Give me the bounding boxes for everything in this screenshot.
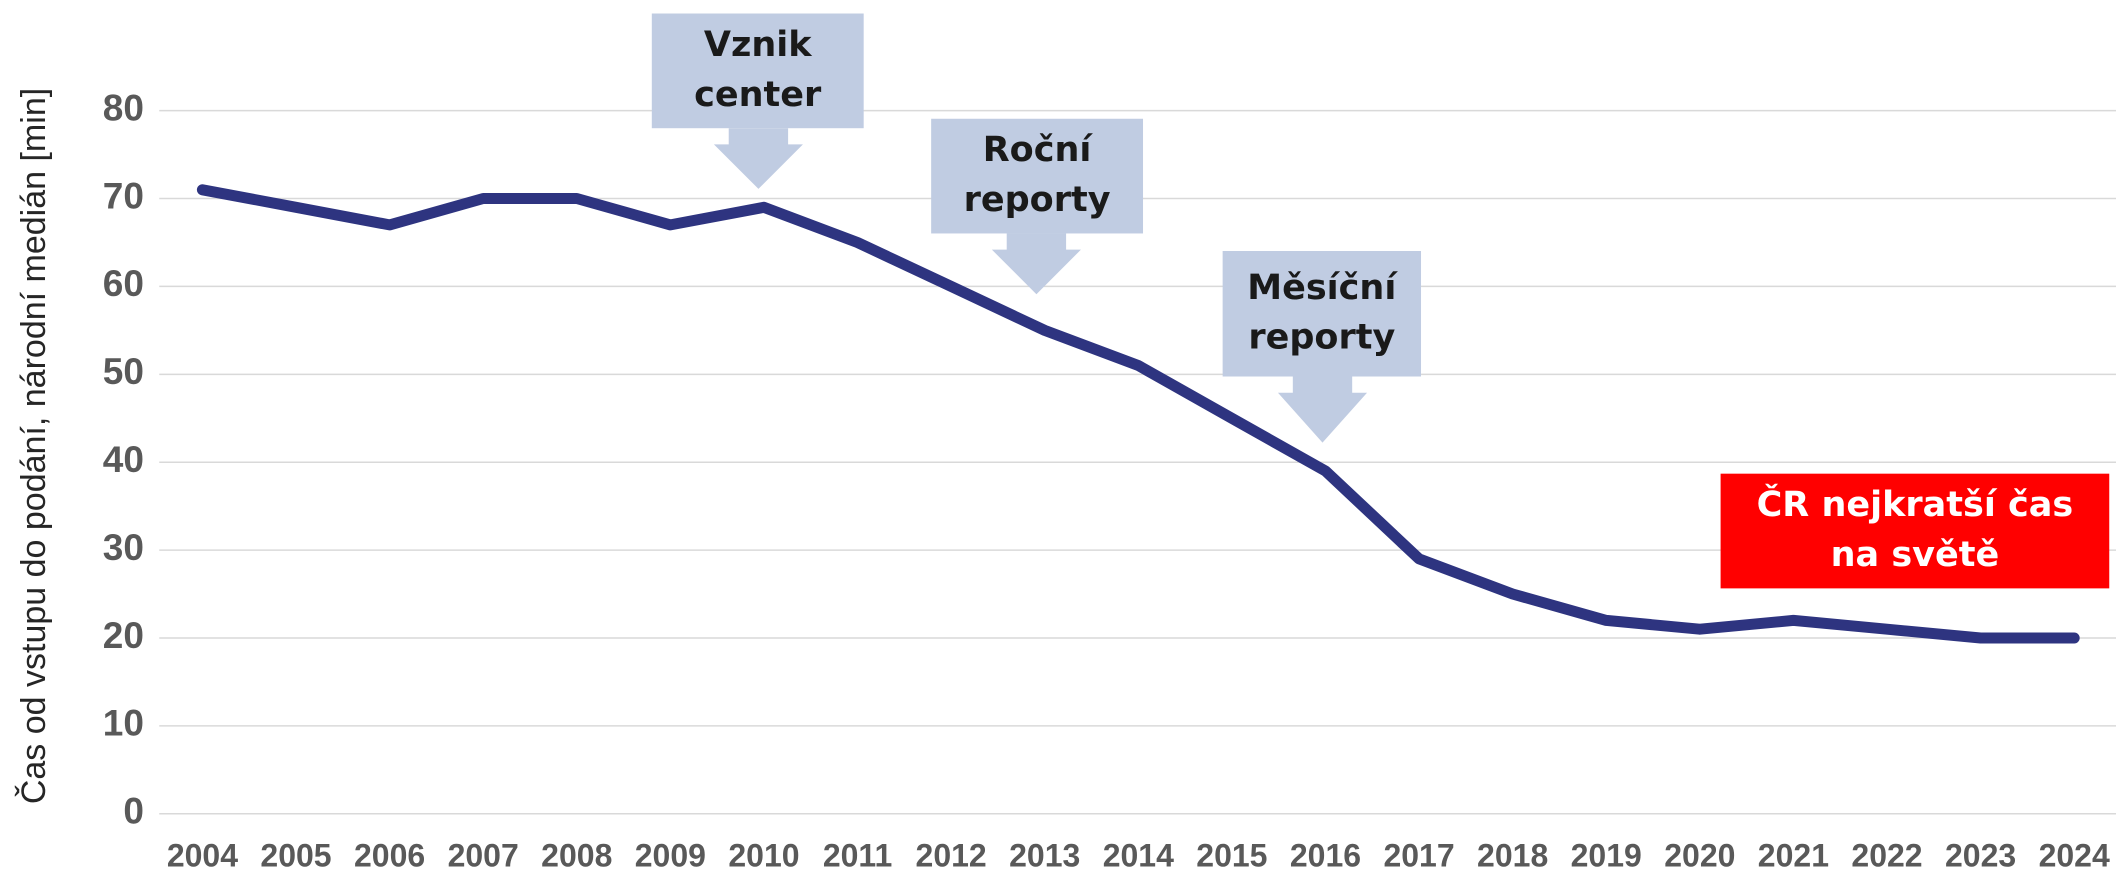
annotation-box	[1222, 251, 1422, 377]
y-tick-label: 80	[103, 87, 144, 128]
annotation-text: Měsíční	[1247, 268, 1398, 308]
annotation-text: reporty	[964, 180, 1111, 220]
x-tick-label: 2017	[1383, 838, 1454, 874]
annotation-text: Roční	[983, 130, 1094, 170]
y-tick-label: 60	[103, 263, 144, 304]
y-tick-label: 10	[103, 703, 144, 744]
x-tick-label: 2018	[1477, 838, 1548, 874]
y-axis-title: Čas od vstupu do podání, národní medián …	[15, 88, 53, 804]
x-tick-label: 2014	[1103, 838, 1174, 874]
x-tick-label: 2022	[1851, 838, 1922, 874]
x-tick-label: 2024	[2039, 838, 2110, 874]
x-tick-label: 2023	[1945, 838, 2016, 874]
x-tick-label: 2005	[260, 838, 331, 874]
annotation-text: na světě	[1831, 535, 2000, 575]
annotation-box	[651, 13, 864, 129]
y-tick-label: 50	[103, 351, 144, 392]
x-tick-label: 2010	[728, 838, 799, 874]
annotation: Měsíční reporty	[1222, 251, 1422, 443]
x-tick-label: 2012	[916, 838, 987, 874]
x-tick-label: 2009	[635, 838, 706, 874]
x-tick-label: 2008	[541, 838, 612, 874]
x-tick-label: 2021	[1758, 838, 1829, 874]
annotation-arrow	[1277, 376, 1368, 443]
y-tick-label: 0	[123, 791, 144, 832]
x-tick-label: 2007	[448, 838, 519, 874]
x-tick-label: 2004	[167, 838, 238, 874]
data-line	[196, 184, 2080, 644]
annotation-arrow	[713, 128, 803, 189]
x-tick-label: 2013	[1009, 838, 1080, 874]
annotation-box	[931, 118, 1144, 234]
annotation-text: ČR nejkratší čas	[1757, 483, 2074, 525]
annotation: Roční reporty	[931, 118, 1144, 295]
x-tick-label: 2016	[1290, 838, 1361, 874]
x-tick-label: 2011	[823, 838, 892, 874]
annotation: Vznik center	[651, 13, 864, 189]
x-tick-label: 2020	[1664, 838, 1735, 874]
annotation: ČR nejkratší čas na světě	[1720, 473, 2110, 589]
x-tick-label: 2019	[1571, 838, 1642, 874]
annotation-text: Vznik	[704, 25, 812, 65]
annotation-text: reporty	[1248, 318, 1395, 358]
x-tick-label: 2006	[354, 838, 425, 874]
annotation-arrow	[991, 233, 1081, 295]
y-tick-label: 20	[103, 615, 144, 656]
x-tick-label: 2015	[1196, 838, 1267, 874]
y-tick-label: 30	[103, 527, 144, 568]
annotation-box	[1720, 473, 2110, 589]
annotation-text: center	[694, 75, 822, 115]
y-tick-label: 40	[103, 439, 144, 480]
y-tick-label: 70	[103, 175, 144, 216]
